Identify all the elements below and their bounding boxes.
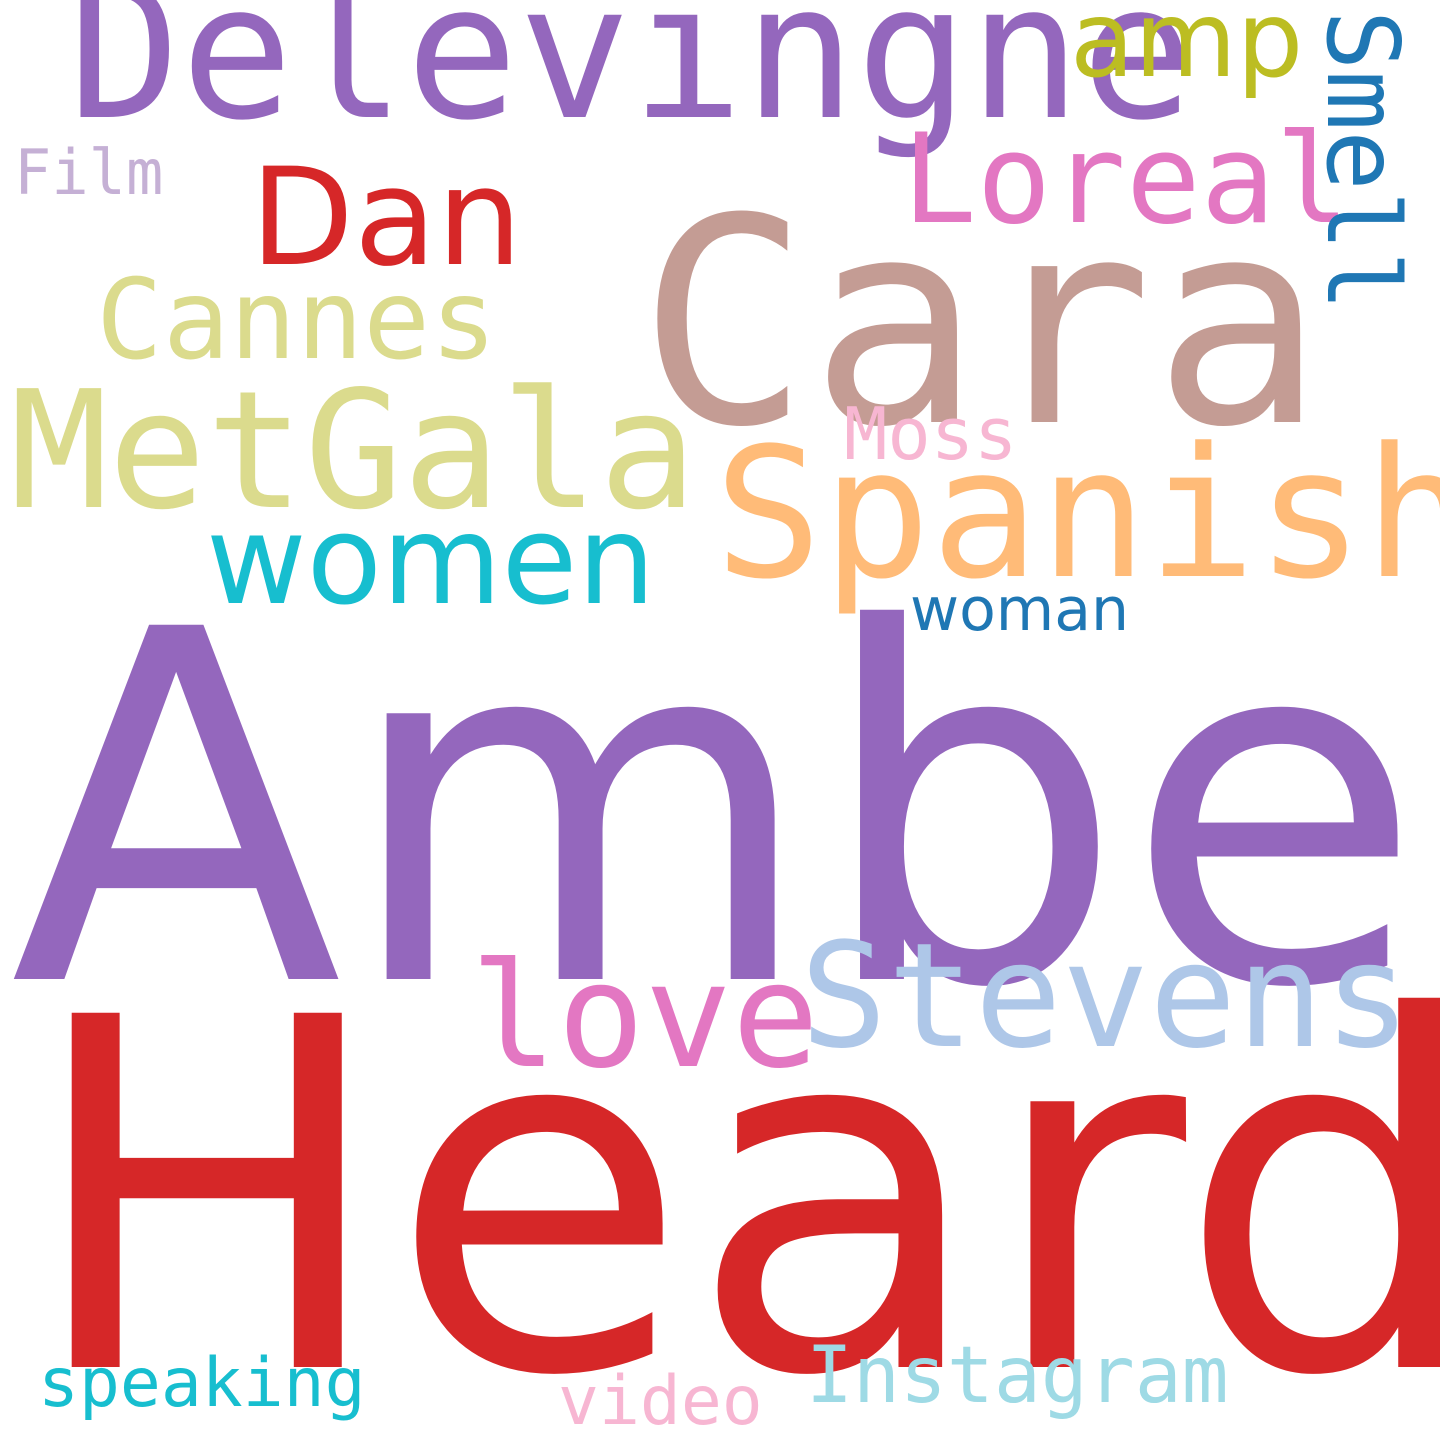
word-cannes: Cannes (96, 256, 497, 385)
word-smell: Smell (1304, 10, 1421, 312)
word-dan: Dan (250, 139, 523, 296)
word-woman: woman (910, 575, 1130, 645)
word-heard: Heard (24, 916, 1440, 1440)
word-spanish: Spanish (714, 410, 1440, 619)
word-instagram: Instagram (806, 1331, 1229, 1421)
word-women: women (206, 490, 656, 633)
word-love: love (470, 932, 820, 1101)
word-delevingne: Delevingne (68, 0, 1194, 162)
word-cara: Cara (638, 158, 1325, 490)
word-stevens: Stevens (800, 912, 1412, 1081)
word-loreal: Loreal (902, 108, 1350, 252)
word-amp: amp (1070, 0, 1304, 101)
word-metgala: MetGala (10, 357, 697, 546)
word-moss: Moss (844, 392, 1018, 476)
word-video: video (558, 1362, 763, 1440)
word-speaking: speaking (38, 1344, 366, 1423)
word-amber: Amber (10, 528, 1440, 1094)
word-film: Film (14, 136, 164, 209)
